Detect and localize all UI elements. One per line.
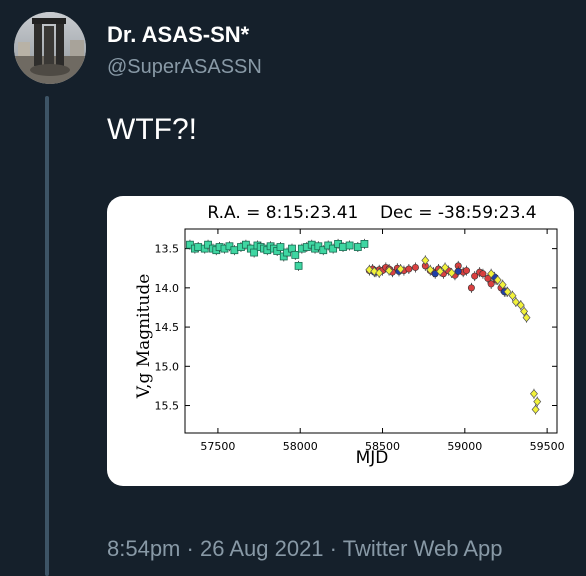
y-tick-label: 14.0: [155, 282, 180, 295]
data-point: [353, 243, 362, 251]
data-point: [411, 263, 419, 271]
data-point: [375, 268, 384, 278]
y-tick-label: 13.5: [155, 243, 180, 256]
data-point: [385, 266, 394, 276]
data-point: [405, 265, 413, 273]
data-point: [493, 275, 502, 285]
plot-frame: [184, 228, 558, 434]
tweet-media-image[interactable]: R.A. = 8:15:23.41 Dec = -38:59:23.4 5750…: [107, 196, 574, 486]
data-point: [426, 265, 435, 275]
data-point: [319, 246, 328, 255]
data-point: [454, 267, 462, 275]
x-tick-label: 59000: [447, 440, 482, 453]
x-tick-label: 57500: [200, 440, 235, 453]
data-point: [529, 389, 538, 399]
data-point: [294, 261, 303, 270]
data-point: [242, 240, 250, 249]
x-tick-label: 59500: [530, 440, 565, 453]
data-point: [516, 300, 525, 310]
data-point: [365, 265, 374, 275]
data-point: [447, 268, 456, 278]
display-name[interactable]: Dr. ASAS-SN*: [107, 22, 250, 47]
tweet-text: WTF?!: [107, 113, 197, 146]
y-tick-label: 14.5: [155, 321, 180, 334]
x-tick-label: 58500: [365, 440, 400, 453]
data-point: [467, 284, 475, 292]
data-point: [314, 242, 323, 251]
data-point: [345, 241, 354, 250]
data-point: [291, 250, 300, 259]
data-point: [508, 291, 517, 301]
data-point: [339, 243, 347, 251]
tweet-client[interactable]: Twitter Web App: [342, 536, 503, 561]
data-point: [396, 264, 405, 274]
tweet-timestamp: 8:54pm · 26 Aug 2021 · Twitter Web App: [107, 536, 503, 562]
data-point: [436, 266, 445, 276]
data-point: [520, 306, 529, 316]
avatar[interactable]: [14, 12, 86, 84]
x-axis-label: MJD: [356, 448, 389, 468]
tweet-time[interactable]: 8:54pm: [107, 536, 181, 561]
data-point: [487, 280, 495, 288]
data-point: [441, 262, 450, 272]
data-point: [186, 240, 194, 249]
data-point: [479, 270, 487, 278]
data-point: [503, 287, 512, 297]
data-point: [531, 404, 540, 414]
user-handle[interactable]: @SuperASASSN: [107, 56, 262, 78]
plot-area: 57500 58000 58500 59000 59500 13.5 14.0 14.5 15.…: [155, 228, 565, 453]
data-point: [329, 244, 338, 253]
data-point: [204, 240, 212, 249]
data-point: [283, 248, 291, 257]
data-point: [533, 397, 542, 407]
data-point: [250, 248, 259, 257]
data-point: [360, 240, 369, 248]
y-tick-label: 15.5: [155, 400, 180, 413]
light-curve-chart: R.A. = 8:15:23.41 Dec = -38:59:23.4 5750…: [134, 203, 565, 468]
data-point: [225, 242, 234, 251]
y-tick-label: 15.0: [155, 360, 180, 373]
data-point: [230, 246, 239, 255]
tweet-date[interactable]: 26 Aug 2021: [199, 536, 324, 561]
thread-connector-line: [45, 96, 49, 576]
profile-photo-icon: [14, 12, 86, 84]
y-axis-label: V,g Magnitude: [134, 274, 154, 400]
separator: ·: [186, 536, 194, 561]
data-point: [498, 280, 507, 290]
data-point: [471, 272, 479, 280]
chart-title: R.A. = 8:15:23.41 Dec = -38:59:23.4: [207, 203, 536, 223]
data-point: [487, 269, 496, 279]
data-point: [276, 243, 285, 251]
data-point: [511, 297, 520, 307]
x-tick-label: 58000: [283, 440, 318, 453]
data-point: [522, 313, 531, 323]
data-point: [462, 267, 470, 275]
data-point: [421, 255, 430, 265]
separator: ·: [329, 536, 337, 561]
data-point: [194, 243, 203, 251]
